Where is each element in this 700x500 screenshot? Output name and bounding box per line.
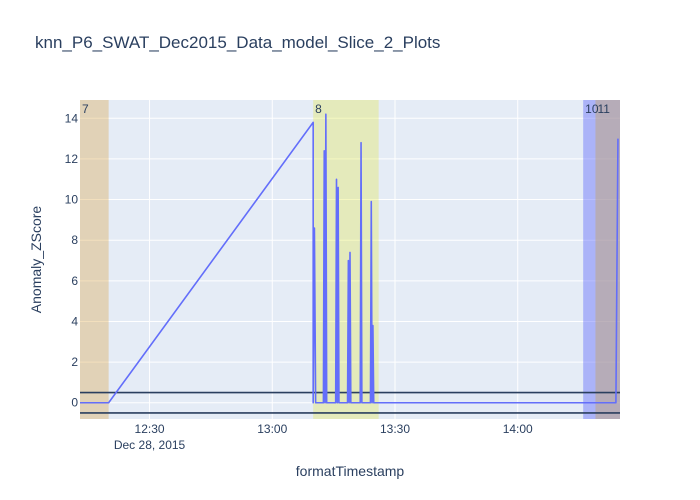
x-tick-sublabel: Dec 28, 2015	[114, 438, 186, 452]
region-label: 8	[315, 102, 322, 116]
y-tick-label: 14	[65, 111, 79, 125]
chart-title: knn_P6_SWAT_Dec2015_Data_model_Slice_2_P…	[35, 33, 441, 52]
y-tick-label: 12	[65, 152, 79, 166]
y-tick-label: 8	[71, 233, 78, 247]
x-tick-label: 14:00	[503, 422, 533, 436]
y-axis-title: Anomaly_ZScore	[28, 206, 44, 314]
series-line	[80, 113, 619, 404]
region-label: 11	[597, 102, 610, 116]
y-tick-label: 6	[71, 274, 78, 288]
highlight-region	[80, 100, 109, 419]
highlight-region	[583, 100, 620, 419]
y-tick-label: 2	[71, 355, 78, 369]
x-tick-label: 13:00	[257, 422, 287, 436]
y-tick-label: 10	[65, 193, 79, 207]
x-axis-title: formatTimestamp	[296, 463, 405, 479]
y-tick-label: 0	[71, 396, 78, 410]
region-label: 10	[585, 102, 599, 116]
y-tick-label: 4	[71, 314, 78, 328]
x-tick-label: 13:30	[380, 422, 410, 436]
region-label: 7	[82, 102, 89, 116]
x-tick-label: 12:30	[135, 422, 165, 436]
